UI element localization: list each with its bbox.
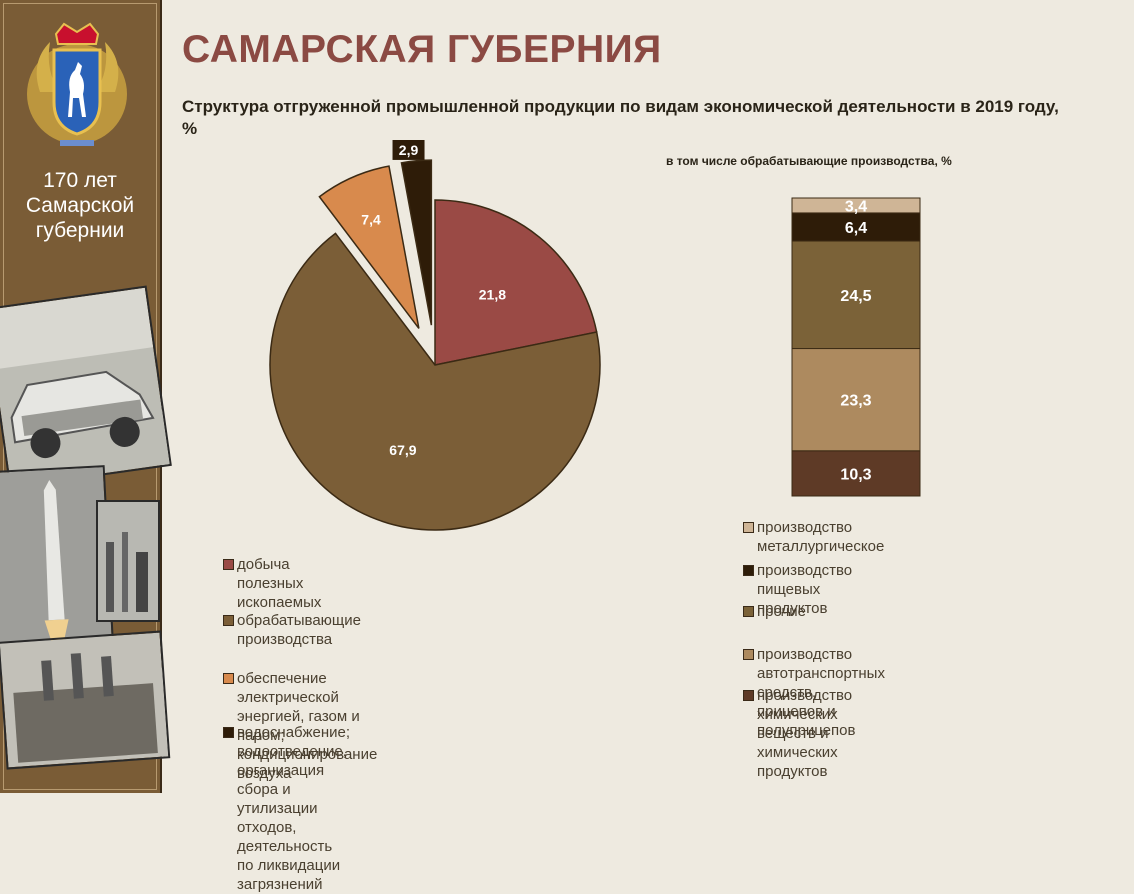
pie-chart: 21,8 67,9 7,4 2,9 (269, 140, 601, 531)
pie-slice (434, 199, 598, 366)
legend-line: химических продуктов (757, 744, 838, 780)
legend-line: прочие (757, 603, 807, 620)
pie-data-label: 67,9 (389, 442, 416, 458)
legend-line: загрязнений (237, 876, 323, 893)
legend-line: прицепов и полуприцепов (757, 703, 856, 739)
legend-label: обеспечение электрической энергией, газо… (237, 669, 377, 783)
factory-photo (0, 630, 171, 770)
bar-segment (791, 348, 921, 452)
pie-data-label: 21,8 (479, 287, 506, 303)
legend-swatch (743, 565, 754, 576)
bar-segment (791, 240, 921, 350)
anniversary-line: губернии (35, 219, 125, 242)
legend-line: производство автотранспортных средств, (757, 646, 885, 701)
legend-swatch (223, 615, 234, 626)
legend-line: кондиционирование воздуха (237, 746, 378, 782)
legend-line: добыча полезных ископаемых (237, 556, 322, 611)
anniversary-text: 170 лет Самарской губернии (0, 168, 160, 243)
legend-label: водоснабжение; водоотведение, организаци… (237, 723, 350, 894)
pie-slice (400, 159, 433, 326)
legend-line: производство химических веществ и (757, 687, 853, 742)
sidebar: 170 лет Самарской губернии (0, 0, 172, 793)
legend-swatch (223, 727, 234, 738)
legend-swatch (223, 559, 234, 570)
legend-line: обрабатывающие производства (237, 612, 361, 648)
bar-segment (791, 450, 921, 497)
legend-swatch (743, 649, 754, 660)
pie-data-label: 7,4 (361, 212, 381, 228)
stacked-bar-chart: 10,3 23,3 24,5 6,4 3,4 (791, 197, 921, 497)
legend-label: производство автотранспортных средств, пр… (757, 645, 885, 740)
car-photo (0, 285, 172, 489)
bar-chart-title: в том числе обрабатывающие производства,… (666, 154, 952, 168)
legend-line: производство металлургическое (757, 519, 885, 555)
legend-label: прочие (757, 602, 806, 621)
page-title: САМАРСКАЯ ГУБЕРНИЯ (182, 28, 662, 71)
legend-label: добыча полезных ископаемых (237, 555, 321, 612)
bar-data-label: 24,5 (840, 288, 871, 305)
legend-swatch (743, 522, 754, 533)
pie-data-label: 2,9 (399, 142, 419, 158)
legend-swatch (223, 673, 234, 684)
pie-slice (318, 165, 420, 329)
bar-data-label: 3,4 (845, 198, 867, 215)
refinery-photo (96, 500, 160, 622)
legend-swatch (743, 690, 754, 701)
bar-segment (791, 197, 921, 214)
pie-label-background (392, 140, 425, 160)
legend-line: обеспечение электрической энергией, газо… (237, 670, 360, 744)
legend-line: утилизации отходов, деятельность по ликв… (237, 800, 341, 874)
bar-data-label: 23,3 (840, 393, 871, 410)
legend-label: обрабатывающие производства (237, 611, 361, 649)
anniversary-line: Самарской (25, 194, 135, 217)
anniversary-line: 170 лет (43, 169, 117, 192)
pie-slice (269, 232, 601, 531)
legend-label: производство металлургическое (757, 518, 884, 556)
legend-line: производство пищевых продуктов (757, 562, 853, 617)
bar-data-label: 6,4 (845, 220, 867, 237)
legend-label: производство пищевых продуктов (757, 561, 852, 618)
coat-of-arms-icon (27, 22, 127, 146)
legend-label: производство химических веществ и химичес… (757, 686, 852, 781)
legend-swatch (743, 606, 754, 617)
legend-line: водоснабжение; водоотведение, организаци… (237, 724, 351, 798)
bar-data-label: 10,3 (840, 466, 871, 483)
chart-subtitle: Структура отгруженной промышленной проду… (182, 97, 1059, 138)
